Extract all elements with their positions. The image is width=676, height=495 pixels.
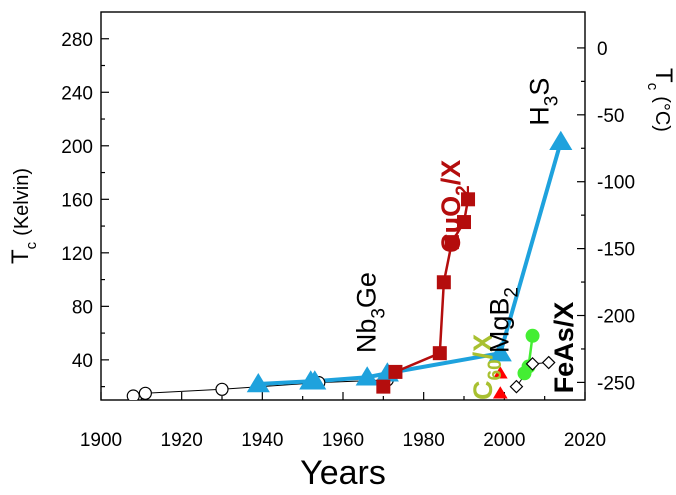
y-tick-label: 40	[72, 351, 93, 372]
conventional-marker	[215, 382, 229, 396]
other-marker	[541, 355, 556, 370]
annotation-label: MgB2	[484, 287, 522, 353]
y2-tick-label: -250	[597, 373, 635, 394]
other-marker	[509, 379, 524, 394]
y-tick-label: 120	[61, 244, 93, 265]
x-tick-label: 1920	[161, 430, 203, 451]
x-axis-title: Years	[300, 454, 386, 492]
cuprates-marker	[461, 192, 476, 207]
cuprates-marker	[388, 364, 403, 379]
y2-tick-label: -50	[597, 106, 624, 127]
hydrides-marker	[549, 130, 573, 151]
hydrides-marker	[355, 366, 379, 386]
y-tick-label: 280	[61, 30, 93, 51]
hydrides-marker	[303, 370, 327, 390]
data-layer	[126, 130, 573, 400]
hydrides-marker	[488, 342, 512, 362]
conventional-marker	[138, 386, 152, 400]
x-tick-label: 1900	[80, 430, 122, 451]
y2-tick-label: -100	[597, 173, 635, 194]
cuprates-marker	[436, 275, 451, 290]
fullerides-marker	[492, 386, 508, 399]
y2-tick-label: -200	[597, 307, 635, 328]
x-tick-label: 1960	[322, 430, 364, 451]
cuprates-marker	[457, 215, 471, 230]
x-tick-label: 1940	[241, 430, 283, 451]
y-tick-label: 200	[61, 137, 93, 158]
x-tick-label: 2000	[483, 430, 525, 451]
y-tick-label: 240	[61, 83, 93, 104]
annotation-label: CuO2/X	[436, 160, 474, 253]
hydrides-line	[258, 141, 563, 386]
fullerides-marker	[492, 366, 508, 379]
cuprates-marker	[432, 346, 447, 361]
x-tick-label: 2020	[564, 430, 606, 451]
annotation-label: FeAs/X	[549, 302, 579, 394]
cuprates-marker	[444, 235, 459, 250]
annotation-label: H3S	[525, 78, 563, 126]
conventional-marker	[126, 389, 140, 400]
y-tick-label: 160	[61, 190, 93, 211]
cuprates-marker	[376, 379, 391, 394]
plot-area: 1900 1920 1940 1960 1980 2000 2020408012016020…	[7, 11, 676, 492]
annotation-label: C60/X	[468, 334, 506, 400]
y-tick-label: 80	[72, 297, 93, 318]
y2-tick-label: 0	[597, 39, 608, 60]
y2-axis-title: Tc(°C)	[644, 68, 676, 132]
other-marker	[525, 357, 540, 371]
annotation-label: Nb3Ge	[351, 272, 389, 353]
x-tick-label: 1980	[403, 430, 445, 451]
iron-based-marker	[525, 328, 540, 343]
y-axis-title: Tc(Kelvin)	[7, 168, 40, 264]
y2-tick-label: -150	[597, 240, 635, 261]
hydrides-marker	[246, 372, 270, 393]
